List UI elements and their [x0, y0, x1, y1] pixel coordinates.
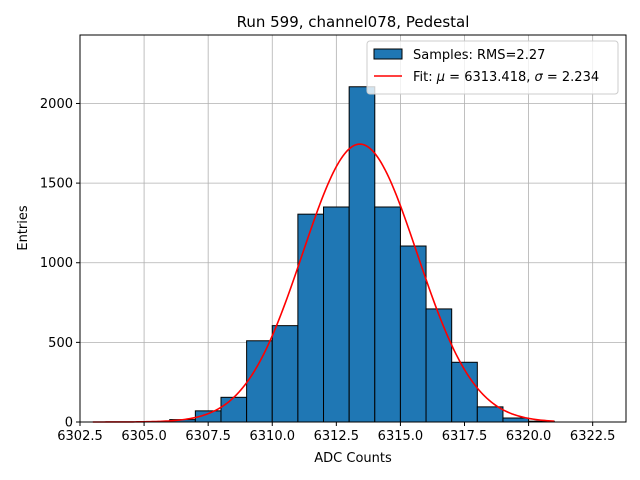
plot-frame: [79, 34, 627, 423]
x-axis-ticks: 6302.5 6305.0 6307.5 6310.0 6312.5 6315.0 6317…: [57, 422, 615, 444]
y-tick-label: 1500: [40, 177, 73, 192]
legend-fit-sigma-text: = 2.234: [543, 70, 599, 85]
histogram-bar: [476, 406, 504, 423]
legend: Samples: RMS=2.27 Fit: μ = 6313.418, σ =…: [366, 40, 619, 95]
y-tick-label: 0: [65, 416, 73, 431]
x-tick-label: 6317.5: [442, 429, 488, 444]
y-axis-label: Entries: [16, 205, 31, 251]
y-tick-label: 2000: [40, 97, 73, 112]
x-tick-label: 6320.0: [506, 429, 552, 444]
histogram-bar: [374, 206, 401, 423]
histogram-bar: [271, 325, 299, 423]
histogram-bar: [297, 213, 325, 423]
fit-curve: [92, 143, 555, 423]
legend-samples-swatch: [373, 48, 403, 60]
legend-samples-label: Samples: RMS=2.27: [413, 48, 545, 63]
x-tick-label: 6322.5: [570, 429, 616, 444]
legend-box: [366, 40, 619, 95]
histogram-bar: [348, 86, 376, 423]
legend-fit-prefix: Fit:: [413, 70, 437, 85]
legend-fit-mu-text: = 6313.418,: [445, 70, 534, 85]
histogram-bar: [220, 396, 248, 423]
y-axis-ticks: 0 500 1000 1500 2000: [40, 97, 80, 431]
y-tick-label: 500: [48, 336, 73, 351]
histogram-bar: [425, 308, 453, 423]
chart-title: Run 599, channel078, Pedestal: [237, 13, 470, 31]
legend-fit-mu-symbol: μ: [436, 70, 445, 85]
histogram-bar: [451, 361, 478, 423]
legend-fit-label: Fit: μ = 6313.418, σ = 2.234: [413, 70, 599, 85]
histogram-bar: [323, 206, 350, 423]
histogram-bars: [169, 86, 555, 423]
histogram-bar: [246, 340, 273, 423]
x-tick-label: 6305.0: [121, 429, 167, 444]
histogram-bar: [399, 245, 427, 423]
x-tick-label: 6310.0: [250, 429, 296, 444]
x-tick-label: 6302.5: [57, 429, 103, 444]
x-tick-label: 6315.0: [378, 429, 424, 444]
x-tick-label: 6307.5: [185, 429, 231, 444]
x-axis-label: ADC Counts: [314, 451, 392, 466]
legend-fit-sigma-symbol: σ: [535, 70, 544, 85]
histogram-bar: [502, 417, 530, 423]
x-tick-label: 6312.5: [314, 429, 360, 444]
y-tick-label: 1000: [40, 256, 73, 271]
